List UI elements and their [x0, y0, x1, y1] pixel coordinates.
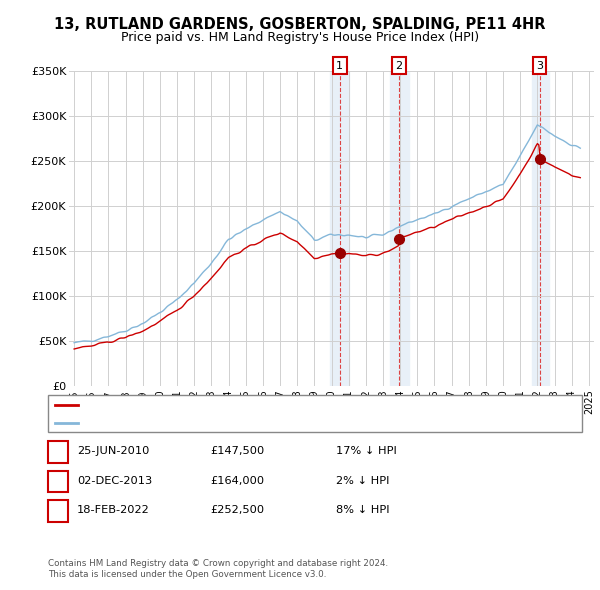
- Text: £164,000: £164,000: [210, 476, 264, 486]
- Bar: [390, 71, 409, 386]
- Text: 13, RUTLAND GARDENS, GOSBERTON, SPALDING, PE11 4HR: 13, RUTLAND GARDENS, GOSBERTON, SPALDING…: [54, 17, 546, 31]
- Text: 13, RUTLAND GARDENS, GOSBERTON, SPALDING, PE11 4HR (detached house): 13, RUTLAND GARDENS, GOSBERTON, SPALDING…: [83, 400, 473, 409]
- Text: Contains HM Land Registry data © Crown copyright and database right 2024.
This d: Contains HM Land Registry data © Crown c…: [48, 559, 388, 579]
- Text: £252,500: £252,500: [210, 506, 264, 515]
- Text: 2: 2: [54, 474, 62, 487]
- Text: 18-FEB-2022: 18-FEB-2022: [77, 506, 149, 515]
- Text: 02-DEC-2013: 02-DEC-2013: [77, 476, 152, 486]
- Text: 2: 2: [395, 61, 403, 71]
- Text: 25-JUN-2010: 25-JUN-2010: [77, 447, 149, 456]
- Text: £147,500: £147,500: [210, 447, 264, 456]
- Text: 1: 1: [54, 445, 62, 458]
- Text: 2% ↓ HPI: 2% ↓ HPI: [336, 476, 389, 486]
- Text: HPI: Average price, detached house, South Holland: HPI: Average price, detached house, Sout…: [83, 418, 337, 428]
- Text: 1: 1: [336, 61, 343, 71]
- Text: 3: 3: [536, 61, 543, 71]
- Bar: [532, 71, 550, 386]
- Text: 3: 3: [54, 504, 62, 517]
- Text: Price paid vs. HM Land Registry's House Price Index (HPI): Price paid vs. HM Land Registry's House …: [121, 31, 479, 44]
- Bar: [330, 71, 349, 386]
- Text: 17% ↓ HPI: 17% ↓ HPI: [336, 447, 397, 456]
- Text: 8% ↓ HPI: 8% ↓ HPI: [336, 506, 389, 515]
